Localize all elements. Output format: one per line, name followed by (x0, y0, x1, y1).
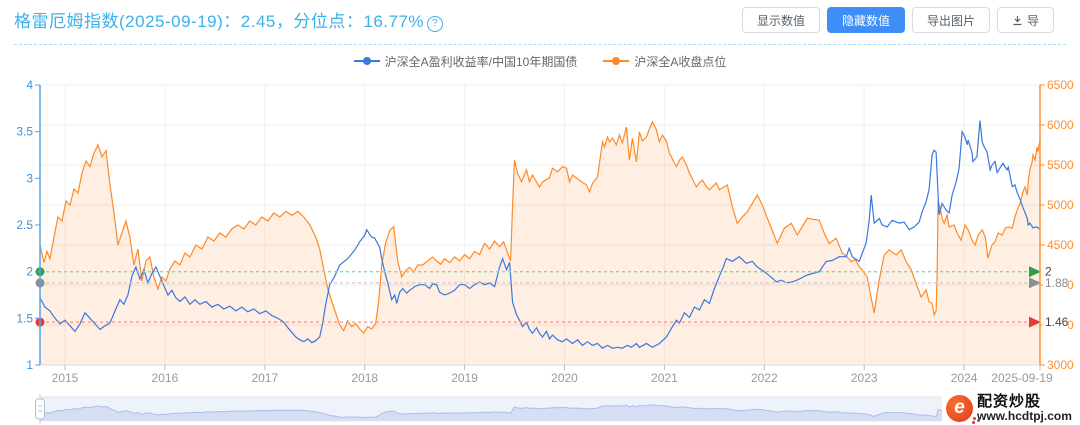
right-axis-tick-label: 4500 (1047, 238, 1074, 252)
export-data-label: 导 (1026, 13, 1039, 28)
right-axis-tick-label: 5000 (1047, 198, 1074, 212)
right-axis-tick-label: 6500 (1047, 78, 1074, 92)
page-title-text: 格雷厄姆指数(2025-09-19)：2.45，分位点：16.77% (14, 12, 425, 31)
help-icon[interactable]: ? (427, 16, 444, 32)
navigator[interactable] (35, 394, 1045, 424)
download-icon (1013, 15, 1022, 25)
right-axis-tick-label: 6000 (1047, 118, 1074, 132)
ref-arrow-icon (1029, 277, 1041, 289)
series-yield-ratio (39, 120, 1041, 349)
x-axis-tick-label: 2022 (751, 371, 778, 385)
left-axis-tick-label: 1 (26, 358, 33, 372)
svg-text:2: 2 (1045, 265, 1052, 279)
x-axis-tick-label: 2020 (551, 371, 578, 385)
svg-text:1.46: 1.46 (1045, 315, 1069, 329)
legend-marker-icon (353, 57, 380, 65)
left-axis-tick-label: 3 (26, 171, 33, 185)
brand-watermark: e 配资炒股 www.hcdtpj.com (942, 391, 1080, 425)
show-values-button[interactable]: 显示数值 (741, 7, 820, 33)
left-axis-tick-label: 2 (26, 265, 33, 279)
x-axis-tick-label: 2015 (52, 371, 79, 385)
legend-label: 沪深全A收盘点位 (634, 54, 727, 69)
left-axis-tick-label: 4 (26, 78, 33, 92)
legend-item-1[interactable]: 沪深全A收盘点位 (603, 53, 726, 70)
x-axis-tick-label: 2021 (651, 371, 678, 385)
left-axis-tick-label: 1.5 (16, 311, 33, 325)
navigator-handle-left[interactable] (35, 394, 45, 424)
brand-url: www.hcdtpj.com (977, 408, 1072, 423)
header: 格雷厄姆指数(2025-09-19)：2.45，分位点：16.77%? 显示数值… (0, 0, 1080, 45)
brand-name: 配资炒股 (977, 392, 1042, 410)
page-title: 格雷厄姆指数(2025-09-19)：2.45，分位点：16.77%? (14, 7, 444, 32)
x-axis: 2015 2016 2017 2018 2019 2020 2021 2022 2023 2024… (40, 364, 1053, 385)
right-axis-tick-label: 3000 (1047, 358, 1074, 372)
ref-arrow-icon (1029, 316, 1041, 328)
x-axis-tick-label: 2019 (451, 371, 478, 385)
title-underline (14, 44, 1066, 45)
left-axis-tick-label: 2.5 (16, 218, 33, 232)
legend-marker-icon (603, 57, 630, 65)
x-axis-tick-label: 2023 (851, 371, 878, 385)
series-closing-price (39, 120, 1041, 365)
export-image-label: 导出图片 (926, 13, 975, 28)
reference-lines (35, 266, 1041, 328)
brand-logo-icon: e (946, 394, 976, 422)
grid-lines (40, 84, 1040, 365)
legend-item-0[interactable]: 沪深全A盈利收益率/中国10年期国债 (353, 53, 578, 70)
x-axis-tick-label: 2024 (951, 371, 978, 385)
toolbar: 显示数值 隐藏数值 导出图片 导 (741, 7, 1054, 33)
svg-text:1.88: 1.88 (1045, 276, 1069, 290)
x-axis-tick-label: 2017 (251, 371, 278, 385)
left-axis-tick-label: 3.5 (16, 125, 33, 139)
right-axis-tick-label: 5500 (1047, 158, 1074, 172)
left-axis: 1 1.5 2 2.5 3 3.5 4 (16, 78, 41, 372)
hide-values-label: 隐藏数值 (841, 13, 890, 28)
x-axis-tick-label: 2018 (351, 371, 378, 385)
legend-label: 沪深全A盈利收益率/中国10年期国债 (384, 54, 578, 69)
legend: 沪深全A盈利收益率/中国10年期国债 沪深全A收盘点位 (40, 52, 1040, 70)
x-axis-tick-label: 2025-09-19 (991, 371, 1053, 385)
plot-area[interactable] (40, 85, 1040, 365)
export-image-button[interactable]: 导出图片 (911, 7, 990, 33)
reference-labels: 21.88 1.46 (1043, 265, 1069, 329)
show-values-label: 显示数值 (756, 13, 805, 28)
x-axis-tick-label: 2016 (152, 371, 179, 385)
hide-values-button[interactable]: 隐藏数值 (826, 7, 905, 33)
export-data-button[interactable]: 导 (996, 7, 1054, 33)
ref-arrow-icon (1029, 266, 1041, 278)
